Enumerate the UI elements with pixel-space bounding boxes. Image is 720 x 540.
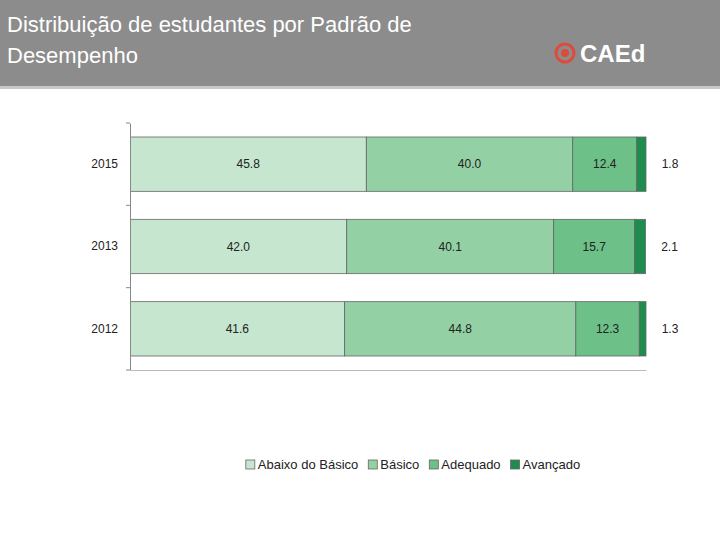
legend-item: Avançado [511,457,581,472]
bars [130,137,646,356]
y-axis-line [130,124,131,371]
title-banner [0,0,720,86]
legend-label: Adequado [441,457,500,472]
bar-segment [635,219,646,273]
title: Distribuição de estudantes por Padrão de… [7,12,412,68]
legend: Abaixo do Básico Básico Adequado Avançado [246,457,580,472]
bar-segment [573,137,637,191]
logo-ring [556,44,574,62]
logo-dot [561,49,569,57]
data-label: 12.4 [593,157,617,171]
bar-segment [576,302,639,356]
data-label: 44.8 [449,322,473,336]
banner-rule [0,86,720,89]
data-label: 12.3 [596,322,620,336]
y-axis: 2015 2013 2012 [91,124,130,371]
legend-label: Avançado [523,457,581,472]
bar-segment [347,219,554,273]
bar-segment [130,137,366,191]
y-tick-label: 2013 [91,239,118,253]
x-axis-line [131,370,647,371]
data-label: 1.8 [662,157,679,171]
y-tick: 2015 [91,157,130,171]
data-label: 1.3 [662,322,679,336]
data-label: 40.1 [438,240,462,254]
series [130,137,366,356]
band-separator [126,205,130,206]
bar-segment [637,137,646,191]
legend-label: Básico [380,457,419,472]
legend-item: Básico [368,457,419,472]
legend-swatch [429,460,438,469]
series [345,137,576,356]
bar-segment [639,302,646,356]
band-separator [126,370,130,371]
data-labels: 45.8 42.0 41.6 40.0 40.1 44.8 12.4 15.7 12.3 1.8 2… [226,157,679,336]
y-tick-label: 2015 [91,157,118,171]
legend-swatch [511,460,520,469]
y-tick: 2012 [91,322,130,336]
bar-segment [130,302,345,356]
logo: CAEd [556,40,645,67]
legend-swatch [368,460,377,469]
band-separator [126,123,130,124]
title-line: Distribuição de estudantes por Padrão de [7,12,412,37]
series [635,137,646,356]
x-axis [131,370,647,371]
data-label: 45.8 [236,157,260,171]
band-separator [126,287,130,288]
bar-segment [130,219,347,273]
data-label: 2.1 [661,240,678,254]
bar-segment [366,137,572,191]
bar-segment [345,302,576,356]
title-line: Desempenho [7,43,138,68]
legend-item: Abaixo do Básico [246,457,358,472]
legend-item: Adequado [429,457,500,472]
data-label: 42.0 [227,240,251,254]
data-label: 41.6 [226,322,250,336]
y-tick-label: 2012 [91,322,118,336]
data-label: 40.0 [458,157,482,171]
data-label: 15.7 [582,240,606,254]
chart: Distribuição de estudantes por Padrão de… [0,0,720,540]
series [554,137,640,356]
logo-text: CAEd [580,40,645,67]
y-tick: 2013 [91,239,130,253]
legend-swatch [246,460,255,469]
bar-segment [554,219,635,273]
legend-label: Abaixo do Básico [258,457,358,472]
